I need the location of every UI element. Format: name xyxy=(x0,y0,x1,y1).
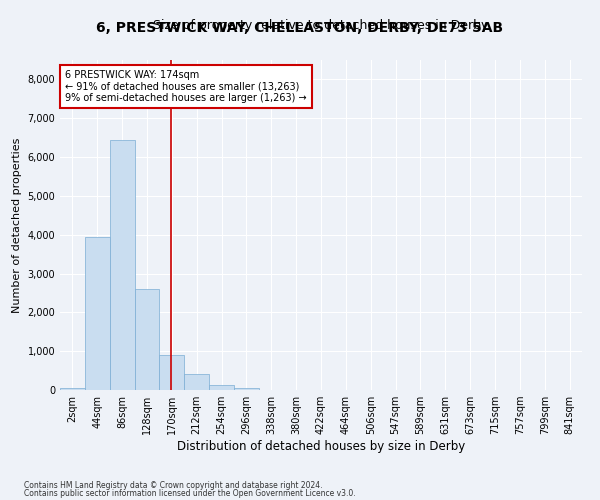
Y-axis label: Number of detached properties: Number of detached properties xyxy=(12,138,22,312)
Text: Contains HM Land Registry data © Crown copyright and database right 2024.: Contains HM Land Registry data © Crown c… xyxy=(24,480,323,490)
Text: 6 PRESTWICK WAY: 174sqm
← 91% of detached houses are smaller (13,263)
9% of semi: 6 PRESTWICK WAY: 174sqm ← 91% of detache… xyxy=(65,70,307,103)
Bar xyxy=(60,388,85,390)
Bar xyxy=(184,374,209,390)
Bar xyxy=(110,140,134,390)
Bar xyxy=(234,388,259,390)
Title: Size of property relative to detached houses in Derby: Size of property relative to detached ho… xyxy=(154,20,488,32)
Text: 6, PRESTWICK WAY, CHELLASTON, DERBY, DE73 5AB: 6, PRESTWICK WAY, CHELLASTON, DERBY, DE7… xyxy=(97,20,503,34)
Bar xyxy=(134,289,160,390)
Text: Contains public sector information licensed under the Open Government Licence v3: Contains public sector information licen… xyxy=(24,489,356,498)
Bar xyxy=(209,385,234,390)
Bar xyxy=(85,236,110,390)
Bar xyxy=(160,355,184,390)
X-axis label: Distribution of detached houses by size in Derby: Distribution of detached houses by size … xyxy=(177,440,465,453)
